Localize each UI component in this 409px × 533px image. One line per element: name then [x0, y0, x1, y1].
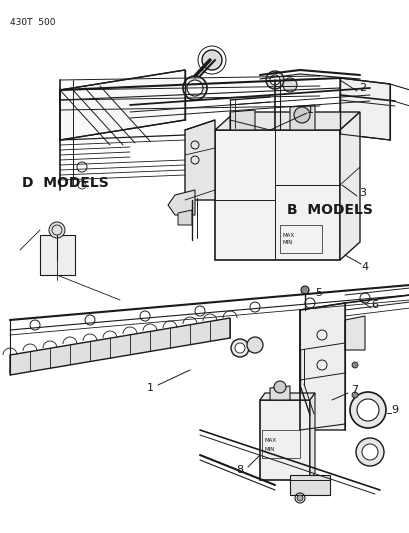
Text: 2: 2 [359, 83, 366, 93]
Circle shape [234, 343, 245, 353]
Circle shape [356, 399, 378, 421]
Polygon shape [309, 393, 314, 480]
Text: MAX: MAX [282, 233, 294, 238]
Circle shape [49, 222, 65, 238]
Circle shape [249, 302, 259, 312]
Circle shape [182, 76, 207, 100]
Polygon shape [214, 130, 339, 260]
Circle shape [273, 381, 285, 393]
Polygon shape [60, 70, 184, 140]
Polygon shape [339, 78, 389, 140]
Text: 9: 9 [391, 405, 398, 415]
Circle shape [85, 315, 95, 325]
Polygon shape [178, 210, 191, 225]
Text: 8: 8 [236, 465, 243, 475]
Polygon shape [344, 316, 364, 350]
Text: 1: 1 [146, 383, 153, 393]
Circle shape [282, 78, 296, 92]
Text: 4: 4 [361, 262, 368, 272]
Circle shape [351, 392, 357, 398]
Text: 5: 5 [314, 288, 321, 298]
Bar [279, 225, 321, 253]
Circle shape [349, 392, 385, 428]
Text: 7: 7 [351, 385, 358, 395]
Circle shape [246, 337, 262, 353]
Polygon shape [270, 386, 289, 400]
Circle shape [300, 286, 308, 294]
Text: 1: 1 [306, 105, 313, 115]
Polygon shape [259, 400, 309, 480]
Polygon shape [259, 393, 314, 400]
Text: MIN: MIN [264, 447, 275, 452]
Circle shape [139, 311, 150, 321]
Circle shape [293, 107, 309, 123]
Polygon shape [214, 112, 359, 130]
Circle shape [230, 339, 248, 357]
Circle shape [30, 320, 40, 330]
Bar [261, 430, 299, 458]
Text: MIN: MIN [282, 240, 293, 245]
Polygon shape [289, 475, 329, 495]
Circle shape [202, 50, 221, 70]
Text: D  MODELS: D MODELS [22, 176, 108, 190]
Circle shape [304, 298, 314, 308]
Circle shape [359, 293, 369, 303]
Circle shape [270, 75, 279, 85]
Circle shape [187, 80, 202, 96]
Circle shape [271, 127, 281, 137]
Polygon shape [289, 105, 314, 130]
Text: MAX: MAX [264, 438, 276, 443]
Polygon shape [229, 110, 254, 130]
Circle shape [195, 306, 204, 316]
Polygon shape [40, 235, 75, 275]
Polygon shape [339, 112, 359, 260]
Polygon shape [184, 120, 214, 200]
Text: 3: 3 [359, 188, 366, 198]
Polygon shape [299, 303, 344, 430]
Polygon shape [10, 318, 229, 375]
Circle shape [355, 438, 383, 466]
Circle shape [361, 444, 377, 460]
Circle shape [296, 495, 302, 501]
Polygon shape [168, 190, 195, 215]
Text: 430T  500: 430T 500 [10, 18, 55, 27]
Circle shape [265, 71, 283, 89]
Text: B  MODELS: B MODELS [286, 203, 372, 217]
Text: 6: 6 [371, 300, 378, 310]
Circle shape [351, 362, 357, 368]
